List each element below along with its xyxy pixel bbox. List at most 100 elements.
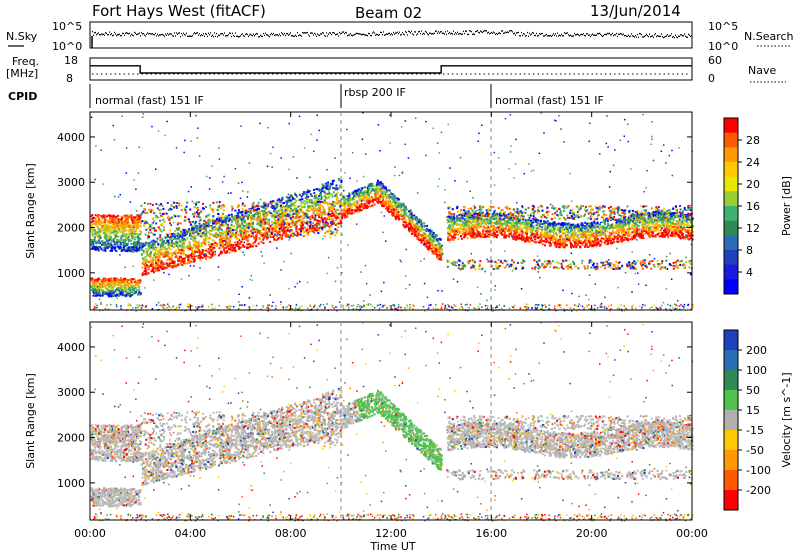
power-echo	[229, 237, 232, 240]
power-echo	[94, 286, 97, 289]
noise-sample	[562, 35, 563, 37]
power-echo	[132, 248, 135, 251]
power-echo	[593, 220, 596, 223]
power-echo	[103, 241, 106, 244]
noise-sample	[498, 32, 499, 34]
power-echo	[138, 288, 141, 291]
nave-label: Nave	[748, 64, 776, 77]
noise-sample	[107, 34, 108, 36]
noise-sample	[125, 32, 126, 35]
noise-sample	[471, 30, 472, 33]
power-echo	[335, 222, 338, 225]
noise-sample	[441, 31, 442, 33]
noise-sample	[284, 32, 285, 35]
power-echo	[331, 195, 334, 198]
noise-sample	[662, 35, 663, 38]
power-echo	[91, 233, 94, 236]
power-echo	[588, 225, 591, 228]
noise-sample	[318, 34, 319, 36]
power-echo	[106, 234, 109, 237]
noise-sample	[674, 37, 675, 39]
power-echo	[122, 287, 125, 290]
power-echo	[121, 229, 124, 232]
noise-sample	[285, 34, 286, 37]
power-echo	[96, 231, 99, 234]
power-echo	[135, 215, 138, 218]
power-echo	[328, 209, 331, 212]
power-echo	[117, 280, 120, 283]
power-echo	[246, 243, 249, 246]
noise-sample	[599, 32, 600, 35]
power-echo	[119, 291, 122, 294]
noise-sample	[555, 33, 556, 35]
noise-sample	[176, 32, 177, 34]
noise-sample	[169, 33, 170, 35]
power-echo	[105, 227, 108, 230]
noise-sample	[466, 30, 467, 32]
power-echo	[258, 237, 261, 240]
power-echo	[390, 208, 393, 211]
noise-sample	[422, 33, 423, 35]
power-echo	[131, 285, 134, 288]
noise-sample	[307, 31, 308, 34]
power-echo	[129, 232, 132, 235]
noise-sample	[188, 35, 189, 37]
power-echo	[116, 281, 119, 284]
power-echo	[651, 226, 654, 229]
power-echo	[124, 219, 127, 222]
power-echo	[187, 255, 190, 258]
noise-sample	[244, 35, 245, 38]
power-echo	[131, 293, 134, 296]
noise-sample	[159, 34, 160, 36]
power-echo	[581, 243, 584, 246]
power-echoes	[90, 112, 694, 312]
noise-sample	[325, 35, 326, 37]
power-echo	[129, 286, 132, 289]
power-echo	[102, 232, 105, 235]
noise-sample	[249, 34, 250, 36]
power-echo	[275, 209, 278, 212]
noise-sample	[322, 31, 323, 34]
power-echo	[138, 280, 141, 283]
power-echo	[128, 246, 131, 249]
noise-right-tick-top: 10^5	[708, 20, 738, 33]
power-echo	[102, 292, 105, 295]
power-echo	[276, 211, 279, 214]
noise-sample	[142, 33, 143, 35]
noise-sample	[196, 32, 197, 34]
power-echo	[391, 210, 394, 213]
noise-sample	[495, 33, 496, 35]
power-echo	[137, 227, 140, 230]
noise-sample	[406, 31, 407, 34]
power-echo	[133, 243, 136, 246]
power-echo	[235, 226, 238, 229]
noise-sample	[376, 33, 377, 36]
noise-sample	[474, 33, 475, 36]
noise-sample	[454, 33, 455, 36]
power-echo	[108, 293, 111, 296]
noise-sample	[529, 32, 530, 34]
noise-sample	[339, 31, 340, 34]
power-echo	[523, 222, 526, 225]
power-echo	[138, 215, 141, 218]
noise-sample	[405, 31, 406, 33]
noise-sample	[611, 33, 612, 36]
noise-sample	[661, 33, 662, 35]
noise-sample	[291, 35, 292, 37]
power-echo	[456, 217, 459, 220]
power-echo	[596, 238, 599, 241]
power-echo	[137, 221, 140, 224]
power-echo	[539, 221, 542, 224]
power-echo	[137, 293, 140, 296]
power-echo	[134, 236, 137, 239]
noise-sample	[496, 32, 497, 35]
noise-sample	[615, 34, 616, 36]
noise-sample	[246, 33, 247, 35]
noise-sample	[134, 31, 135, 34]
power-echo	[100, 247, 103, 250]
noise-sample	[642, 36, 643, 38]
power-echo	[109, 220, 112, 223]
power-echo	[116, 222, 119, 225]
power-echo	[500, 221, 503, 224]
noise-sample	[607, 32, 608, 35]
